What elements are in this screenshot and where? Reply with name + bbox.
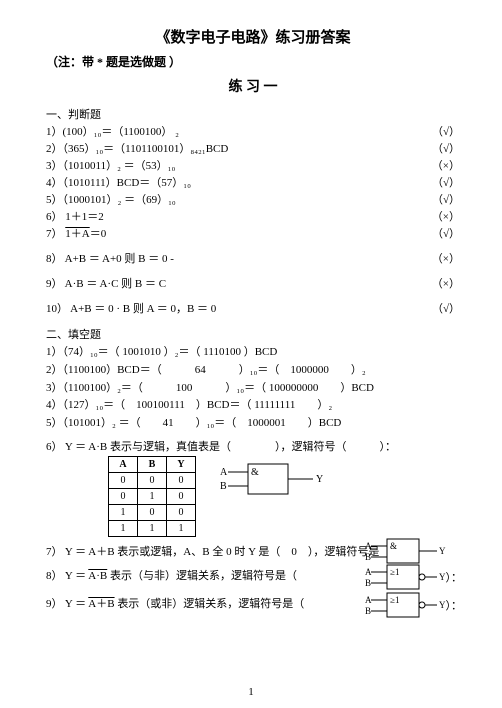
svg-text:A: A [365,541,372,551]
section-judge-title: 一、判断题 [46,106,460,122]
judge-item: 5）（1000101）₂ ＝（69）₁₀ [46,192,420,209]
svg-text:&: & [251,467,259,478]
fill-item: 2）（1100100）BCD＝（ 64 ）₁₀＝（ 1000000 ）₂ [46,362,460,380]
fill-item: 4）（127）₁₀＝（ 100100111 ）BCD＝（ 11111111 ）₂ [46,397,460,415]
judge-mark: （×） [420,209,460,226]
q8-text: 8） Y ＝ A·B 表示（与非）逻辑关系，逻辑符号是（ [46,570,297,582]
judge-mark: （×） [420,158,460,175]
q6-text: 6） Y ＝ A·B 表示与逻辑，真值表是（ ），逻辑符号（ ）： [46,438,460,454]
svg-text:Y: Y [316,474,323,485]
judge-item: 6） 1＋1＝2 [46,209,420,226]
fill-list: 1）（74）₁₀＝（ 1001010 ）₂＝（ 1110100 ）BCD 2）（… [46,344,460,432]
judge-item: 10） A+B ＝ 0 · B 则 A ＝ 0，B ＝ 0 [46,301,420,318]
exercise-title: 练 习 一 [46,76,460,96]
page-title: 《数字电子电路》练习册答案 [46,26,460,47]
judge-mark: （√） [420,301,460,318]
q8-close: ）： [446,569,463,585]
and-gate-icon: & A B Y [218,454,328,510]
judge-list: 1）(100）₁₀＝（1100100） ₂（√） 2）（365）₁₀＝（1101… [46,124,460,318]
q9-text: 9） Y ＝ A＋B 表示（或非）逻辑关系，逻辑符号是（ [46,598,304,610]
svg-text:Y: Y [439,546,446,556]
svg-text:&: & [390,541,397,551]
q7-text: 7） Y ＝ A＋B 表示或逻辑，A、B 全 0 时 Y 是（ 0 ），逻辑符号… [46,546,379,558]
svg-text:A: A [365,567,372,577]
judge-item: 7） 1＋A＝0 [46,226,420,243]
page-number: 1 [0,686,502,698]
svg-text:≥1: ≥1 [390,567,399,577]
judge-mark: （√） [420,141,460,158]
note: （注：带 * 题是选做题 ） [46,53,460,70]
judge-mark: （×） [420,276,460,293]
judge-item: 9） A·B ＝ A·C 则 B ＝ C [46,276,420,293]
fill-item: 3）（1100100）₂＝（ 100 ）₁₀＝（ 100000000 ）BCD [46,380,460,398]
judge-item: 1）(100）₁₀＝（1100100） ₂ [46,124,420,141]
fill-item: 1）（74）₁₀＝（ 1001010 ）₂＝（ 1110100 ）BCD [46,344,460,362]
judge-item: 4）（1010111）BCD＝（57）₁₀ [46,175,420,192]
fill-item: 5）（101001）₂ ＝（ 41 ）₁₀＝（ 1000001 ）BCD [46,415,460,433]
judge-item: 2）（365）₁₀＝（1101100101）₈₄₂₁BCD [46,141,420,158]
svg-text:≥1: ≥1 [390,595,399,605]
judge-item: 3）（1010011）₂ ＝（53）₁₀ [46,158,420,175]
judge-mark: （√） [420,226,460,243]
section-fill-title: 二、填空题 [46,326,460,342]
judge-mark: （√） [420,124,460,141]
nor-gate-icon: ≥1 A B Y [365,589,450,623]
svg-text:B: B [365,606,371,616]
judge-mark: （√） [420,192,460,209]
svg-text:A: A [220,467,228,478]
svg-text:B: B [220,481,227,492]
judge-item: 8） A+B ＝ A+0 则 B ＝ 0 - [46,251,420,268]
q9-close: ）： [446,597,463,613]
judge-mark: （×） [420,251,460,268]
svg-text:B: B [365,578,371,588]
truth-table: ABY 000 010 100 111 [108,456,196,537]
svg-text:A: A [365,595,372,605]
judge-mark: （√） [420,175,460,192]
